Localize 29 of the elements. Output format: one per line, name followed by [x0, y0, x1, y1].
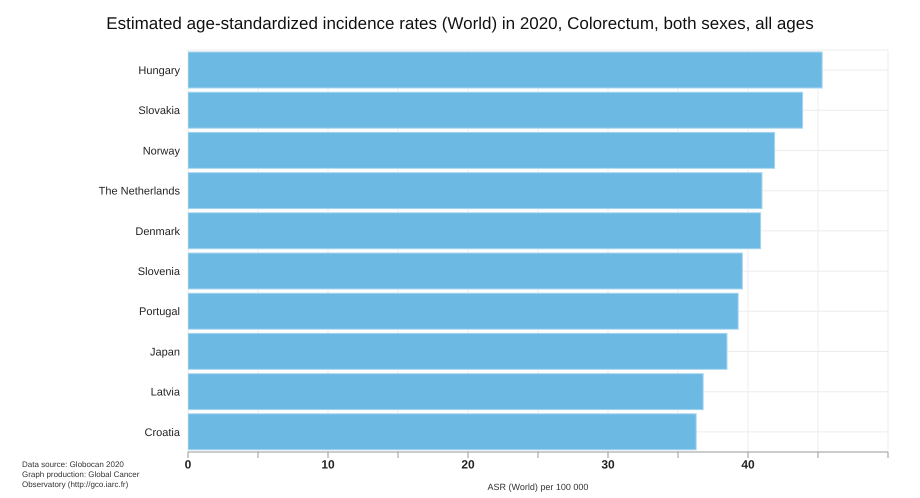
- chart-title: Estimated age-standardized incidence rates (World) in 2020, Colorectum, both sexes, all ages: [105, 13, 815, 35]
- bar: [188, 373, 704, 410]
- y-tick-label: Norway: [142, 145, 180, 158]
- x-tick-label: 10: [321, 458, 335, 472]
- bar: [188, 92, 804, 129]
- x-tick-label: 40: [741, 458, 755, 472]
- y-tick-label: Slovakia: [138, 105, 181, 118]
- source-note: Data source: Globocan 2020: [22, 460, 125, 470]
- x-tick-label: 0: [184, 458, 192, 472]
- x-tick-label: 20: [461, 458, 475, 472]
- x-axis-title: ASR (World) per 100 000: [488, 482, 588, 492]
- bar: [188, 252, 743, 290]
- y-tick-label: Portugal: [139, 306, 180, 318]
- y-tick-label: Slovenia: [138, 266, 181, 278]
- bar: [188, 413, 697, 450]
- text: Graph production: Global Cancer Observatory (http://gco.iarc.fr): [22, 470, 140, 490]
- bar: [188, 132, 776, 169]
- bar: [188, 52, 823, 88]
- y-tick-label: Denmark: [135, 226, 180, 238]
- y-tick-label: Hungary: [138, 65, 180, 78]
- y-tick-label: The Netherlands: [98, 186, 180, 198]
- bar: [188, 172, 762, 210]
- y-tick-label: Croatia: [144, 426, 181, 439]
- bar: [188, 332, 728, 370]
- y-tick-label: Japan: [150, 346, 180, 358]
- y-tick-label: Latvia: [150, 386, 181, 399]
- bar: [188, 212, 762, 250]
- x-tick-label: 30: [601, 458, 615, 472]
- bar: [188, 292, 739, 330]
